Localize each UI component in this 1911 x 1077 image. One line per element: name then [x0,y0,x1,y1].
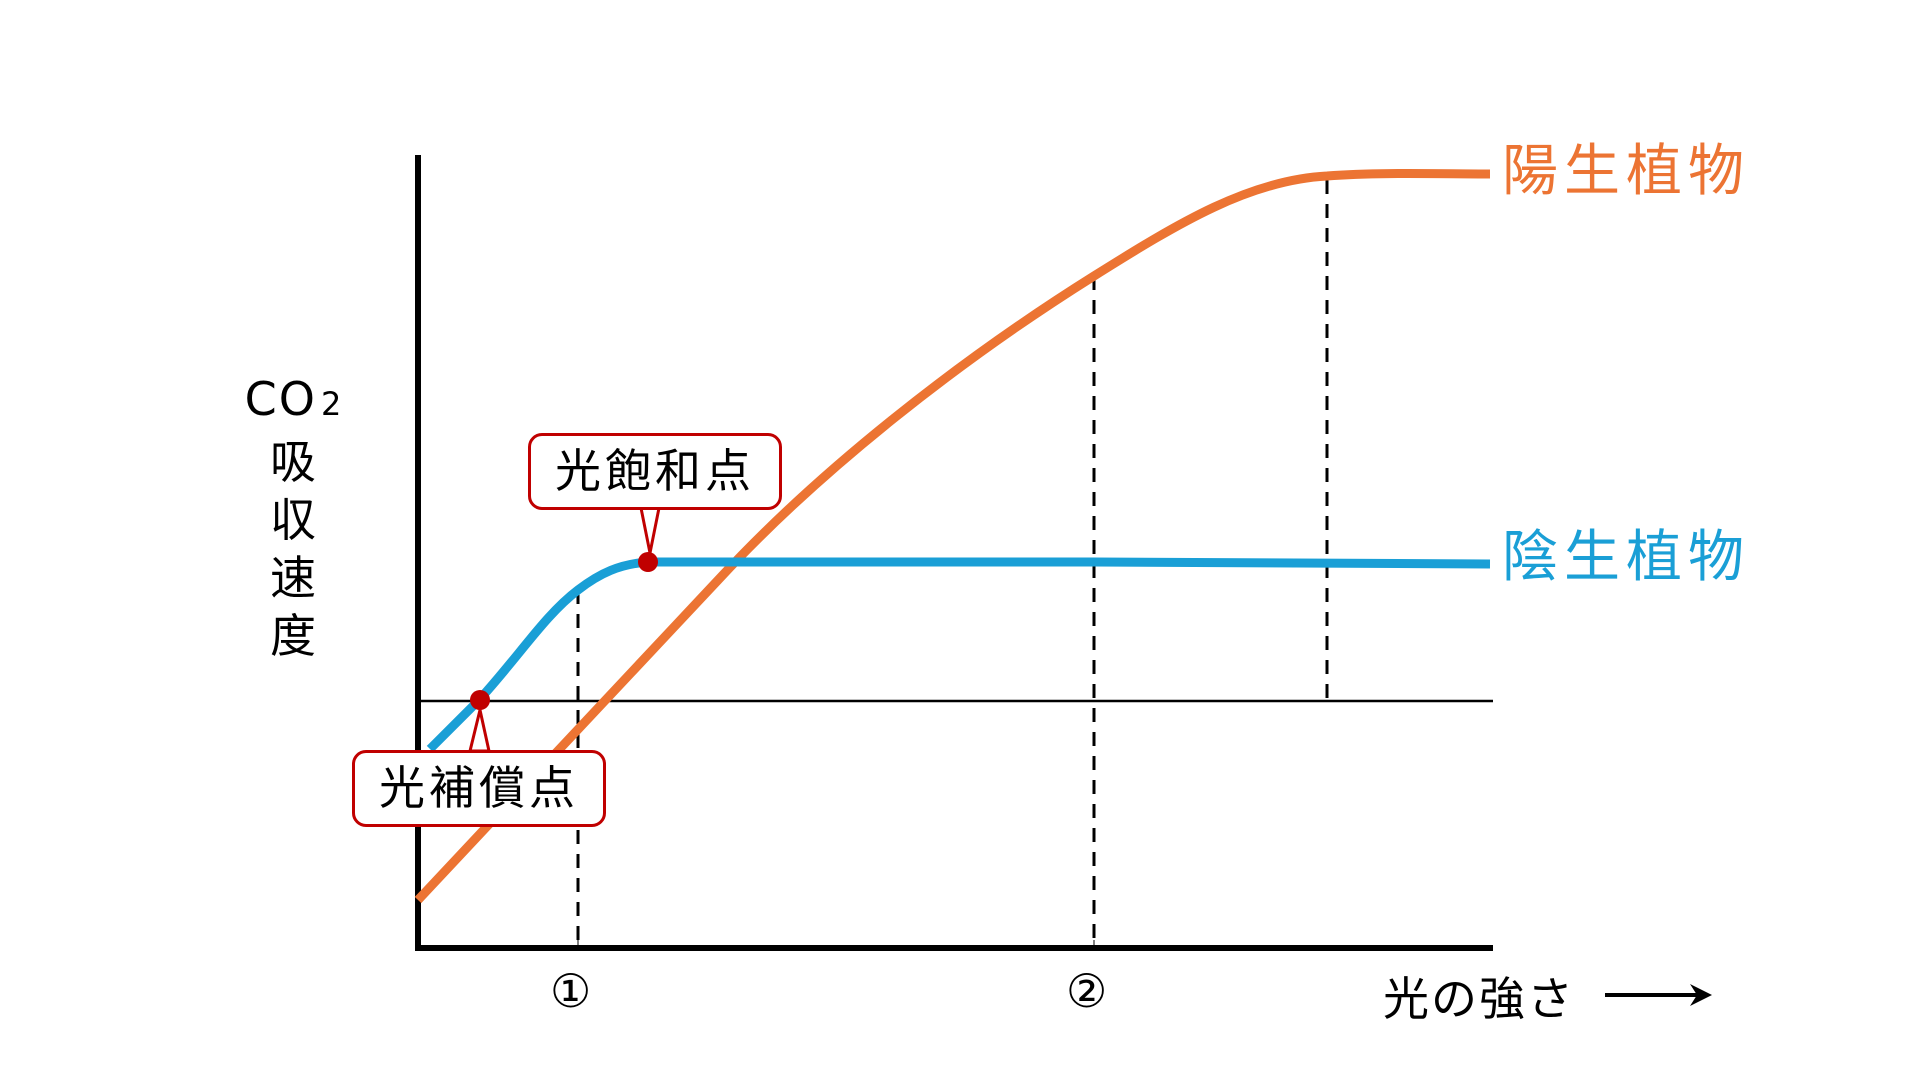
saturation-point-callout: 光飽和点 [528,433,782,510]
x-axis-label: 光の強さ [1383,972,1575,1026]
y-axis-label: CO 2 吸 収 速 度 [228,370,358,665]
y-axis-label-kanji-3: 速 [270,551,316,605]
sun-plant-curve [414,169,1491,904]
y-axis-label-kanji-4: 度 [270,609,316,663]
compensation-point-marker [470,690,490,710]
saturation-point-marker [638,552,658,572]
y-axis-label-subscript: 2 [320,385,342,423]
x-tick-label-2: ② [1066,964,1108,1018]
legend-sun-plant: 陽生植物 [1502,139,1750,204]
x-tick-label-1: ① [550,964,592,1018]
compensation-callout-pointer [468,709,491,753]
y-axis-label-kanji-1: 吸 [270,435,316,489]
compensation-point-callout: 光補償点 [352,750,606,827]
shade-plant-curve [426,557,1491,753]
legend-shade-plant: 陰生植物 [1502,525,1750,590]
y-axis-label-co2: CO [244,372,317,426]
x-axis-arrow-head [1690,984,1712,1006]
saturation-callout-pointer [639,506,661,554]
y-axis-label-kanji-2: 収 [270,493,316,547]
